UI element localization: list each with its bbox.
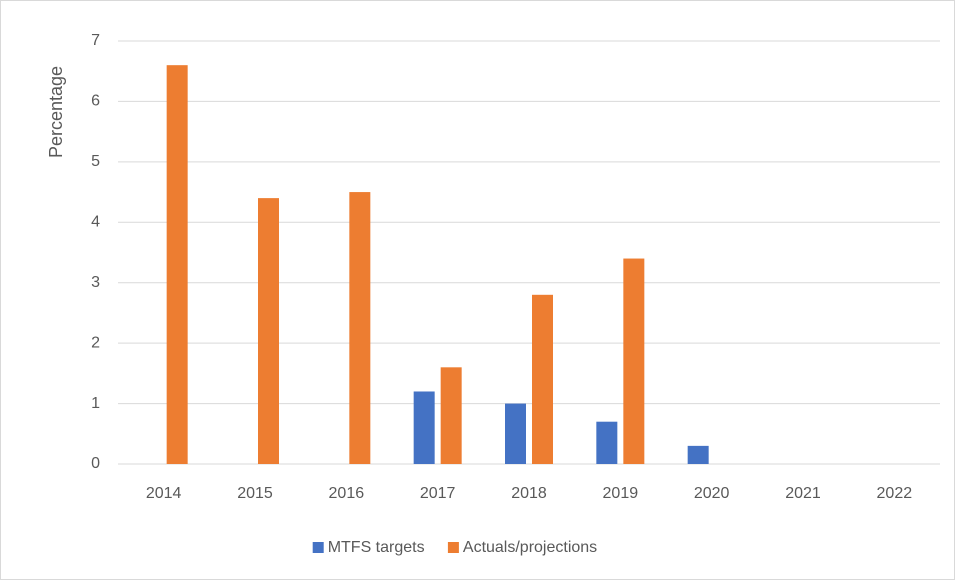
x-tick-label: 2021 — [785, 485, 821, 502]
y-tick-label: 6 — [91, 93, 100, 110]
y-tick-label: 3 — [91, 274, 100, 291]
legend-swatch — [312, 542, 324, 553]
y-axis-label: Percentage — [46, 66, 66, 158]
y-tick-label: 5 — [91, 153, 100, 170]
bar — [505, 403, 526, 464]
y-tick-label: 0 — [91, 455, 100, 472]
legend-label: MTFS targets — [328, 539, 425, 556]
bar — [532, 294, 553, 464]
bar — [596, 421, 618, 464]
x-tick-label: 2022 — [877, 485, 913, 502]
bar — [440, 367, 462, 464]
bar — [687, 445, 709, 464]
legend-swatch — [447, 542, 459, 553]
bar — [166, 65, 188, 465]
bar — [258, 198, 279, 464]
y-tick-label: 4 — [91, 214, 100, 231]
y-tick-label: 7 — [91, 32, 100, 49]
x-tick-label: 2016 — [329, 485, 365, 502]
legend-label: Actuals/projections — [463, 539, 597, 556]
x-tick-label: 2020 — [694, 485, 730, 502]
bar — [349, 192, 371, 465]
x-tick-label: 2017 — [420, 485, 456, 502]
bar — [413, 391, 435, 464]
x-tick-label: 2018 — [511, 485, 547, 502]
x-tick-label: 2019 — [603, 485, 639, 502]
x-tick-label: 2015 — [237, 485, 273, 502]
bar — [623, 258, 645, 464]
y-tick-label: 2 — [91, 334, 100, 351]
x-tick-label: 2014 — [146, 485, 182, 502]
y-tick-label: 1 — [91, 395, 100, 412]
